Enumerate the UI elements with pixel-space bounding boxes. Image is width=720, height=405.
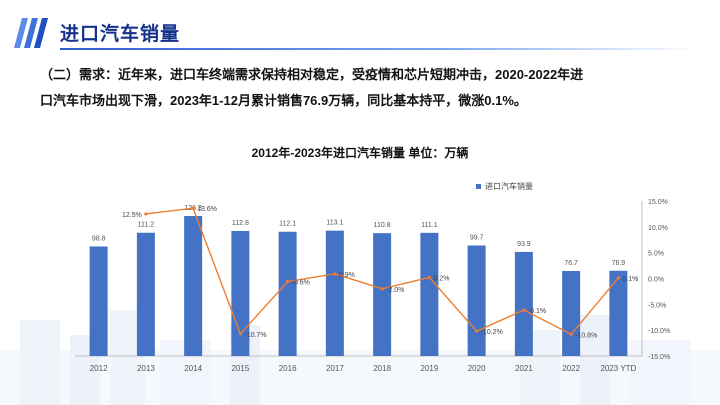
x-tick-label: 2016 (279, 364, 297, 373)
growth-rate-point (569, 332, 573, 336)
intro-line-1: （二）需求：近年来，进口车终端需求保持相对稳定，受疫情和芯片短期冲击，2020-… (40, 67, 584, 82)
bar (373, 233, 392, 356)
bar (89, 246, 108, 356)
bar-value-label: 111.1 (421, 222, 438, 229)
bar (136, 232, 155, 356)
x-tick-label: 2012 (90, 364, 108, 373)
bar-value-label: 98.8 (92, 235, 106, 242)
growth-rate-point (380, 287, 384, 291)
growth-rate-point (522, 308, 526, 312)
x-tick-label: 2014 (184, 364, 202, 373)
y2-tick-label: -10.0% (648, 328, 670, 335)
legend-label: 进口汽车销量 (485, 182, 533, 191)
growth-rate-point (286, 280, 290, 284)
y2-tick-label: 5.0% (648, 251, 664, 258)
city-skyline-background (0, 310, 720, 405)
y2-tick-label: -5.0% (648, 302, 666, 309)
bar-value-label: 110.8 (374, 222, 391, 229)
growth-rate-point (427, 275, 431, 280)
bar (231, 230, 250, 356)
bar-value-label: 111.2 (138, 222, 155, 229)
chart-legend: 进口汽车销量 (476, 181, 533, 192)
section-header: 进口汽车销量 (0, 0, 720, 56)
bar (278, 231, 297, 356)
growth-rate-point (238, 332, 242, 336)
y2-tick-label: 0.0% (648, 277, 664, 284)
growth-rate-point (191, 206, 195, 210)
growth-rate-point (616, 276, 620, 280)
bar (467, 245, 486, 356)
stripes-logo-icon (14, 18, 48, 48)
growth-rate-label: -2.0% (386, 287, 404, 294)
growth-rate-label: 0.9% (339, 272, 355, 279)
growth-rate-label: 13.6% (197, 206, 217, 213)
x-tick-label: 2013 (137, 364, 155, 373)
bar-value-label: 93.9 (517, 241, 531, 248)
intro-paragraph: （二）需求：近年来，进口车终端需求保持相对稳定，受疫情和芯片短期冲击，2020-… (40, 62, 692, 114)
x-tick-label: 2022 (562, 364, 580, 373)
intro-line-2: 口汽车市场出现下滑，2023年1-12月累计销售76.9万辆，同比基本持平，微涨… (40, 93, 527, 108)
growth-rate-label: -10.8% (575, 332, 597, 339)
bar-value-label: 76.7 (564, 260, 578, 267)
bar (514, 251, 533, 356)
bar-value-label: 99.7 (470, 234, 484, 241)
growth-rate-label: 0.2% (433, 275, 449, 282)
bar-value-label: 113.1 (326, 220, 343, 227)
chart-title: 2012年-2023年进口汽车销量 单位：万辆 (251, 146, 469, 160)
growth-rate-label: -10.2% (481, 329, 503, 336)
x-tick-label: 2020 (468, 364, 486, 373)
growth-rate-point (333, 272, 337, 276)
x-tick-label: 2015 (231, 364, 249, 373)
page-title: 进口汽车销量 (60, 24, 181, 45)
growth-rate-label: -0.6% (292, 280, 310, 287)
x-tick-label: 2017 (326, 364, 344, 373)
growth-rate-label: 0.1% (622, 276, 638, 283)
bar (562, 270, 581, 356)
growth-rate-point (475, 329, 479, 333)
growth-rate-label: 12.5% (122, 212, 142, 219)
x-tick-label: 2018 (373, 364, 391, 373)
bar-value-label: 112.1 (279, 221, 296, 228)
legend-swatch-bar (476, 184, 481, 189)
y2-tick-label: 15.0% (648, 199, 668, 206)
growth-rate-label: -6.1% (528, 308, 546, 315)
y2-tick-label: -15.0% (648, 354, 670, 361)
bar-value-label: 112.8 (232, 220, 249, 227)
x-tick-label: 2021 (515, 364, 533, 373)
header-divider (60, 48, 700, 50)
bar-value-label: 76.9 (612, 260, 626, 267)
y2-tick-label: 10.0% (648, 225, 668, 232)
bar (184, 216, 203, 356)
bar (420, 232, 439, 356)
x-tick-label: 2019 (420, 364, 438, 373)
growth-rate-label: -10.7% (244, 332, 266, 339)
bar (325, 230, 344, 356)
bar (609, 270, 628, 356)
x-tick-label: 2023 YTD (600, 364, 636, 373)
growth-rate-point (144, 212, 148, 216)
